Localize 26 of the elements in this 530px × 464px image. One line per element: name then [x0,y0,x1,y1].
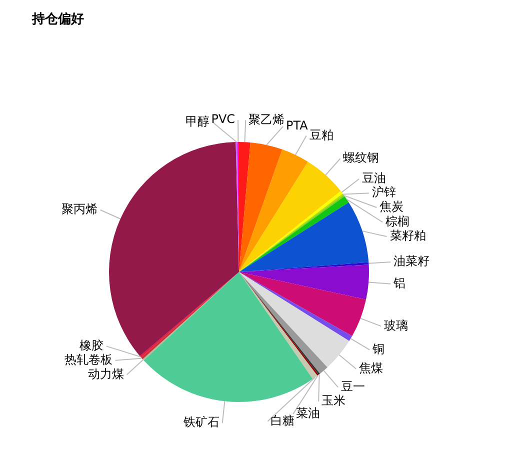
slice-label: 油菜籽 [394,254,430,268]
slice-label: PVC [211,112,236,126]
slice-label: 螺纹钢 [343,150,380,165]
slice-label: 甲醇 [186,114,210,128]
slice-label: 橡胶 [79,338,104,352]
slice-label: 热轧卷板 [64,352,112,367]
slice-label: 沪锌 [372,185,396,200]
slice-label: 聚乙烯 [248,112,285,126]
slice-label: 聚丙烯 [61,202,98,216]
slice-label: 铜 [372,342,385,356]
slice-label: 白糖 [270,413,295,428]
chart-title: 持仓偏好 [32,11,84,28]
slice-label: 玻璃 [384,318,408,332]
slice-label: PTA [286,118,309,133]
slice-label: 焦炭 [380,200,404,214]
slice-label: 豆粕 [309,128,334,142]
slice-label: 菜油 [296,406,320,420]
slice-label: 棕榈 [386,214,410,228]
slice-label: 玉米 [322,394,346,408]
slice-label: 动力煤 [88,366,124,381]
slice-label: 菜籽粕 [390,228,426,243]
slice-label: 豆油 [362,170,386,185]
slice-label: 铁矿石 [182,415,220,430]
slice-label: 豆一 [341,379,366,394]
slice-label: 铝 [392,276,406,290]
slice-label: 焦煤 [359,361,384,376]
